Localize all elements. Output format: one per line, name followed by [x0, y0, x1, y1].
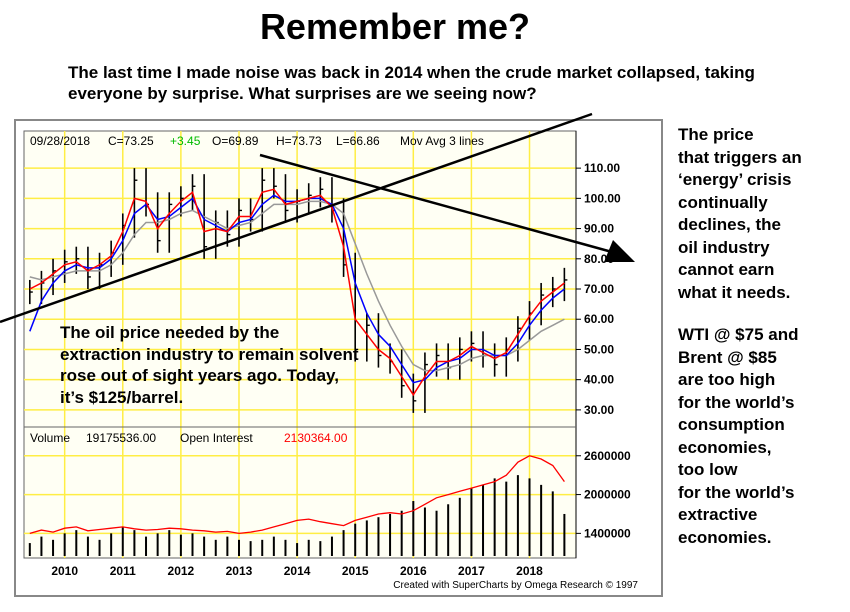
price-tick-label: 50.00	[584, 342, 614, 356]
chart-header-low: L=66.86	[336, 134, 380, 148]
volume-tick-label: 1400000	[584, 526, 631, 540]
commentary-wti-line: consumption	[678, 415, 785, 434]
x-tick-label: 2017	[458, 564, 485, 578]
volume-bars	[28, 475, 566, 556]
x-tick-label: 2010	[51, 564, 78, 578]
price-tick-label: 90.00	[584, 222, 614, 236]
chart-header-date: 09/28/2018	[30, 134, 90, 148]
moving-averages	[29, 188, 565, 397]
price-tick-label: 100.00	[584, 191, 621, 205]
commentary-price-line: oil industry	[678, 237, 770, 257]
x-tick-label: 2015	[342, 564, 369, 578]
open-interest-label: Open Interest	[180, 431, 253, 445]
commentary-wti-line: for the world’s	[678, 482, 795, 502]
volume-value: 19175536.00	[86, 431, 156, 445]
open-interest-line	[29, 455, 565, 535]
commentary-wti-line: are too high	[678, 370, 776, 389]
commentary-sidebar: The price that triggers an ‘energy’ crisis…	[678, 124, 846, 549]
price-tick-label: 40.00	[584, 373, 614, 387]
x-tick-label: 2018	[516, 564, 543, 578]
uptrend-support-line	[0, 112, 593, 324]
commentary-paragraph-price: The price that triggers an ‘energy’ crisis…	[678, 124, 846, 304]
moving-average-fast	[29, 188, 565, 397]
commentary-wti-line: WTI @ $75 and	[678, 325, 799, 344]
downtrend-arrow-line	[259, 153, 613, 254]
moving-average-slow	[29, 200, 565, 372]
commentary-wti-line: Brent @ $85	[678, 347, 777, 367]
downtrend-arrowhead	[604, 240, 635, 262]
price-tick-label: 110.00	[584, 161, 620, 175]
chart-header-close: C=73.25	[108, 134, 154, 148]
chart-footer: Created with SuperCharts by Omega Resear…	[393, 580, 638, 591]
chart-header-high: H=73.73	[276, 134, 322, 148]
commentary-wti-line: too low	[678, 460, 738, 479]
x-tick-label: 2011	[110, 564, 136, 578]
volume-tick-label: 2600000	[584, 449, 631, 463]
commentary-price-line: that triggers an	[678, 147, 802, 167]
commentary-price-line: ‘energy’ crisis	[678, 170, 792, 189]
commentary-wti-line: economies.	[678, 527, 772, 547]
axis-labels: 2010 2011 2012 2013 2014 2015 2016 2017 2018 110.…	[51, 131, 631, 578]
chart-header-studies: Mov Avg 3 lines	[400, 134, 484, 148]
x-tick-label: 2014	[284, 564, 311, 578]
volume-tick-label: 2000000	[584, 488, 631, 502]
commentary-price-line: what it needs.	[678, 282, 791, 302]
commentary-wti-line: for the world’s	[678, 392, 795, 412]
commentary-price-line: declines, the	[678, 215, 781, 234]
commentary-price-line: continually	[678, 192, 768, 212]
volume-label: Volume	[30, 431, 70, 445]
price-needed-annotation: The oil price needed by the extraction i…	[60, 323, 359, 407]
x-tick-label: 2013	[226, 564, 253, 578]
intro-text: The last time I made noise was back in 2…	[68, 63, 755, 103]
commentary-wti-line: economies,	[678, 437, 772, 457]
commentary-price-line: The price	[678, 125, 754, 144]
price-tick-label: 60.00	[584, 312, 614, 326]
x-tick-label: 2012	[168, 564, 195, 578]
commentary-wti-line: extractive	[678, 505, 758, 524]
price-tick-label: 30.00	[584, 403, 614, 417]
chart-header-open: O=69.89	[212, 134, 259, 148]
page-title: Remember me?	[259, 6, 531, 47]
commentary-price-line: cannot earn	[678, 260, 775, 279]
open-interest-value: 2130364.00	[284, 431, 348, 445]
price-tick-label: 70.00	[584, 282, 614, 296]
open-interest-series	[29, 455, 565, 535]
x-tick-label: 2016	[400, 564, 427, 578]
commentary-paragraph-wti-brent: WTI @ $75 and Brent @ $85 are too high for …	[678, 324, 846, 549]
chart-header-change: +3.45	[170, 134, 201, 148]
